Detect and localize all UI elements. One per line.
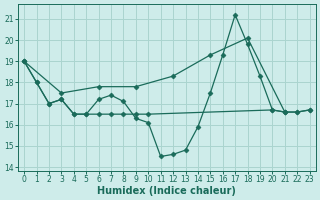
X-axis label: Humidex (Indice chaleur): Humidex (Indice chaleur) xyxy=(98,186,236,196)
